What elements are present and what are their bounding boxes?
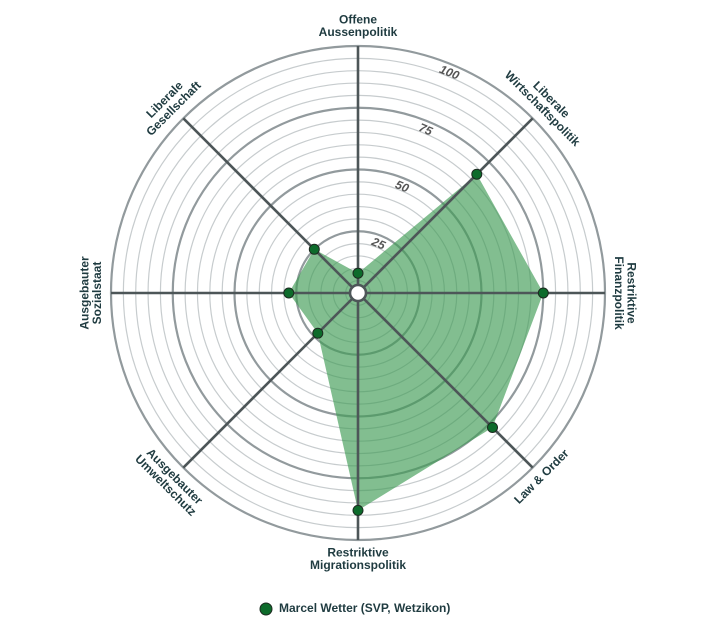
axis-label-line: Offene [339,12,377,26]
axis-label-line: Sozialstaat [90,262,104,325]
series-area [288,174,544,511]
data-point [352,504,364,516]
axis-label-line: Restriktive [327,545,389,559]
legend: Marcel Wetter (SVP, Wetzikon) [259,601,450,616]
axis-spoke [182,117,359,294]
axis-spoke [357,117,534,294]
legend-marker [259,602,273,616]
axis-spokes [111,46,605,540]
tick-label: 75 [417,120,435,138]
axis-label-line: Ausgebauter [77,256,91,330]
legend-label: Marcel Wetter (SVP, Wetzikon) [279,601,450,615]
data-point [537,287,549,299]
axis-label-line: Migrationspolitik [310,558,406,572]
data-points [283,168,549,516]
center-circle [348,283,368,303]
data-point [312,327,324,339]
tick-label: 50 [393,177,411,195]
data-point [283,287,295,299]
data-point [487,422,498,433]
axis-spoke [357,292,534,469]
axis-spoke [182,292,359,469]
tick-label: 25 [369,234,388,253]
series-area-polygon [288,174,544,511]
data-point [471,168,483,180]
axis-label-line: Restriktive [625,262,639,324]
axis-label-line: Finanzpolitik [612,256,626,330]
tick-label: 100 [437,62,461,83]
data-point [308,243,320,255]
axis-label-line: Aussenpolitik [319,25,398,39]
data-point [352,267,364,279]
